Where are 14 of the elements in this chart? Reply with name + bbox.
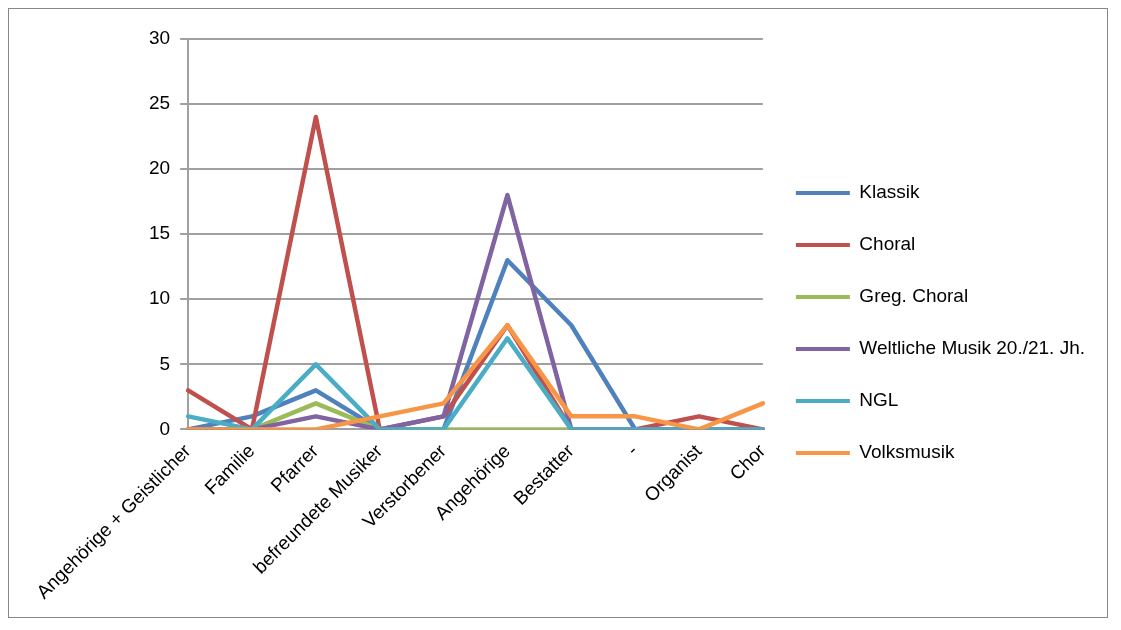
y-tick-label: 0: [159, 417, 171, 439]
x-tick-label: -: [622, 440, 642, 460]
y-tick-label: 5: [159, 352, 171, 374]
legend-label: Volksmusik: [859, 441, 955, 463]
y-tick-label: 15: [148, 222, 171, 244]
legend-label: Greg. Choral: [859, 285, 969, 307]
y-tick-label: 20: [148, 157, 171, 179]
y-tick-label: 30: [148, 27, 171, 49]
legend-label: Klassik: [859, 181, 921, 203]
legend-label: NGL: [859, 389, 899, 411]
legend-label: Choral: [859, 233, 916, 255]
y-tick-label: 25: [148, 92, 171, 114]
legend-label: Weltliche Musik 20./21. Jh.: [859, 337, 1086, 359]
y-tick-label: 10: [148, 287, 171, 309]
